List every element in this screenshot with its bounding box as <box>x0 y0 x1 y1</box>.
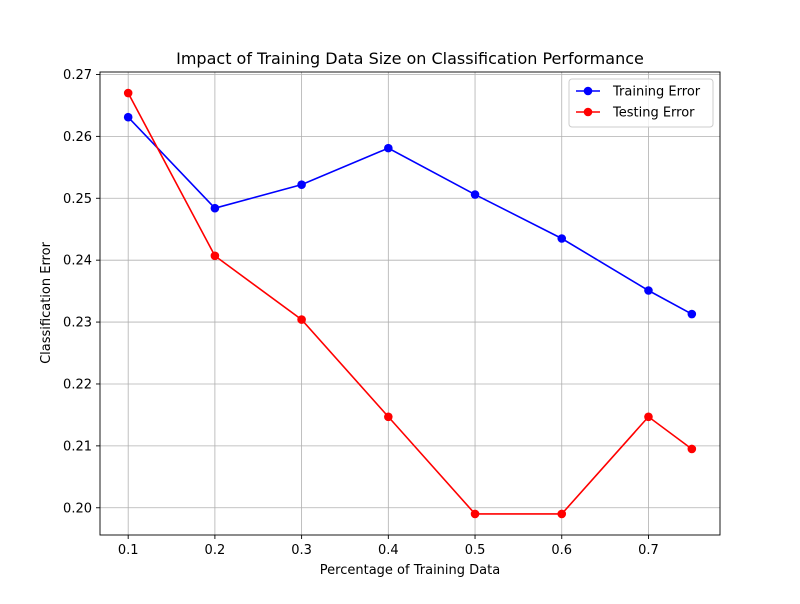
x-tick-label: 0.7 <box>638 543 659 558</box>
x-tick-label: 0.4 <box>378 543 399 558</box>
legend-label: Testing Error <box>612 106 695 121</box>
x-tick-label: 0.3 <box>291 543 312 558</box>
data-point <box>470 509 480 519</box>
data-point <box>470 190 480 199</box>
y-tick-label: 0.25 <box>63 192 92 207</box>
data-point <box>210 203 220 213</box>
x-tick-label: 0.2 <box>205 543 226 558</box>
data-point <box>123 88 133 98</box>
chart-title: Impact of Training Data Size on Classifi… <box>176 49 644 68</box>
plot-frame <box>99 71 721 536</box>
legend-box <box>568 78 714 128</box>
data-point <box>384 412 393 422</box>
data-point <box>687 444 697 454</box>
y-tick-label: 0.20 <box>63 501 92 516</box>
data-point <box>557 509 567 519</box>
legend-label: Training Error <box>612 85 701 100</box>
y-tick-label: 0.21 <box>63 439 92 454</box>
data-point <box>557 234 567 243</box>
data-point <box>644 286 653 295</box>
y-tick-label: 0.27 <box>63 68 92 83</box>
y-tick-label: 0.22 <box>63 377 92 392</box>
data-point <box>384 143 393 153</box>
ticks: 0.1 0.2 0.3 0.4 0.5 0.6 0.7 0.20 0.21 0.22 0.23 0.2… <box>63 68 659 558</box>
legend-marker <box>583 86 593 96</box>
legend-entries: Training Error Testing Error <box>576 85 701 121</box>
series-line-0 <box>127 116 693 315</box>
y-axis-label: Classification Error <box>39 241 54 363</box>
data-point <box>210 251 220 261</box>
series-line-1 <box>127 92 693 515</box>
y-tick-label: 0.26 <box>63 130 92 145</box>
series-layer <box>123 88 697 519</box>
grid-lines <box>100 72 720 535</box>
data-point <box>644 412 653 422</box>
axes <box>99 71 721 536</box>
legend: Training Error Testing Error <box>568 78 714 128</box>
x-tick-label: 0.5 <box>465 543 486 558</box>
y-tick-label: 0.23 <box>63 316 92 331</box>
y-tick-label: 0.24 <box>63 254 92 269</box>
x-tick-label: 0.6 <box>551 543 572 558</box>
data-point <box>123 112 133 122</box>
data-point <box>687 309 697 319</box>
x-tick-label: 0.1 <box>118 543 139 558</box>
x-axis-label: Percentage of Training Data <box>320 563 500 578</box>
legend-marker <box>583 107 593 117</box>
data-point <box>297 180 306 189</box>
data-point <box>297 315 306 324</box>
